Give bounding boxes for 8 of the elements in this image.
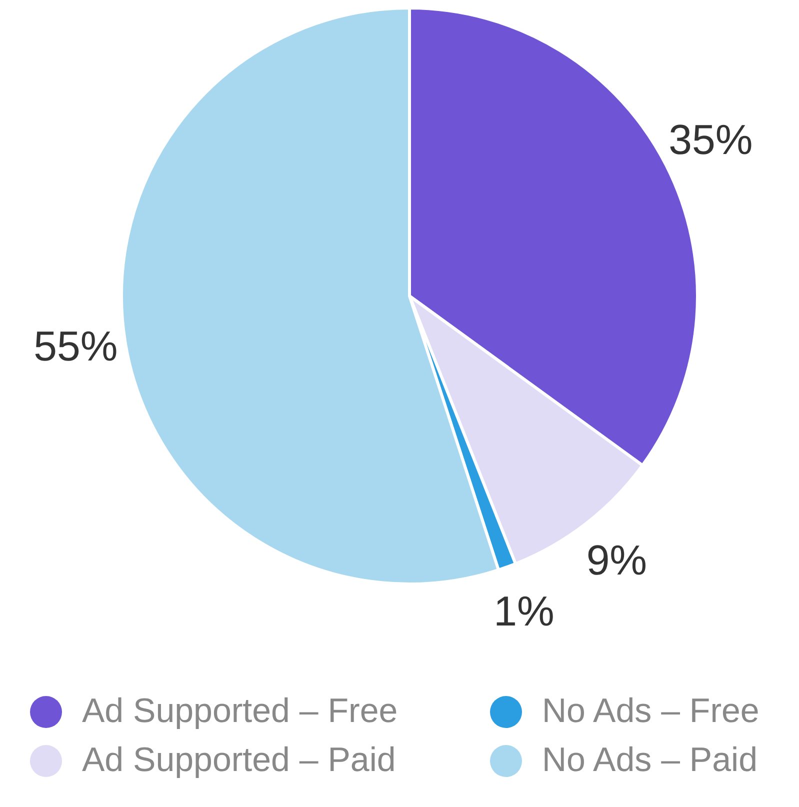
- data-label: 35%: [668, 116, 753, 164]
- data-label: 55%: [34, 322, 118, 370]
- legend-label: No Ads – Free: [542, 692, 760, 731]
- legend-label: Ad Supported – Paid: [82, 741, 396, 780]
- data-label: 1%: [494, 588, 554, 635]
- legend-label: Ad Supported – Free: [82, 692, 398, 731]
- legend-label: No Ads – Paid: [542, 741, 758, 780]
- data-label: 9%: [586, 536, 648, 584]
